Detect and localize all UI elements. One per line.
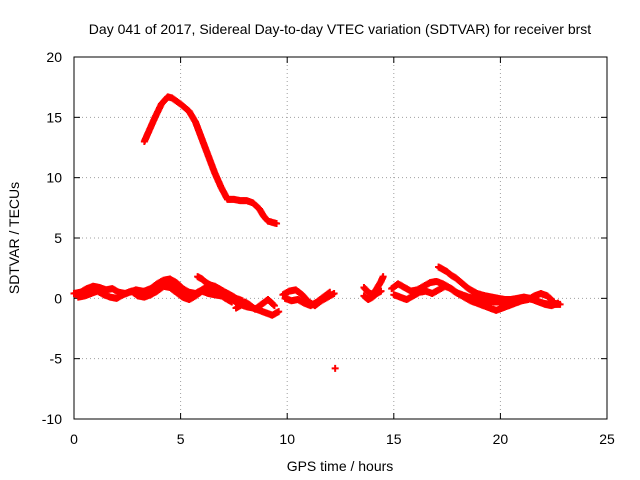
y-tick-label: 5 [54, 230, 62, 246]
y-tick-label: 10 [46, 170, 62, 186]
x-tick-label: 25 [599, 431, 615, 447]
series-cluster-a5 [232, 296, 278, 313]
x-tick-label: 10 [279, 431, 295, 447]
data-points [70, 93, 564, 372]
series-cluster-d2 [390, 282, 558, 314]
x-axis-label: GPS time / hours [287, 458, 394, 474]
y-tick-label: 20 [46, 49, 62, 65]
y-axis-label: SDTVAR / TECUs [6, 182, 22, 294]
data-point [331, 364, 339, 372]
data-point [326, 288, 334, 296]
y-tick-label: -10 [42, 411, 62, 427]
series-outlier [331, 364, 339, 372]
chart-title: Day 041 of 2017, Sidereal Day-to-day VTE… [89, 21, 591, 37]
x-tick-label: 0 [70, 431, 78, 447]
x-tick-label: 5 [177, 431, 185, 447]
data-point [270, 302, 278, 310]
x-tick-label: 15 [386, 431, 402, 447]
series-arc-high [140, 93, 281, 228]
data-point [556, 300, 564, 308]
series-cluster-b2 [281, 288, 334, 310]
y-tick-label: 0 [54, 290, 62, 306]
data-point [275, 308, 283, 316]
y-tick-label: 15 [46, 109, 62, 125]
data-point [269, 301, 277, 309]
series-arc-late [435, 263, 564, 308]
data-point [273, 220, 281, 228]
data-point [379, 273, 387, 281]
series-cluster-c2 [360, 287, 385, 304]
data-point [377, 287, 385, 295]
axis-ticks: 0 5 10 15 20 25 -10 -5 0 5 10 15 20 [42, 49, 615, 447]
y-tick-label: -5 [50, 351, 63, 367]
x-tick-label: 20 [493, 431, 509, 447]
